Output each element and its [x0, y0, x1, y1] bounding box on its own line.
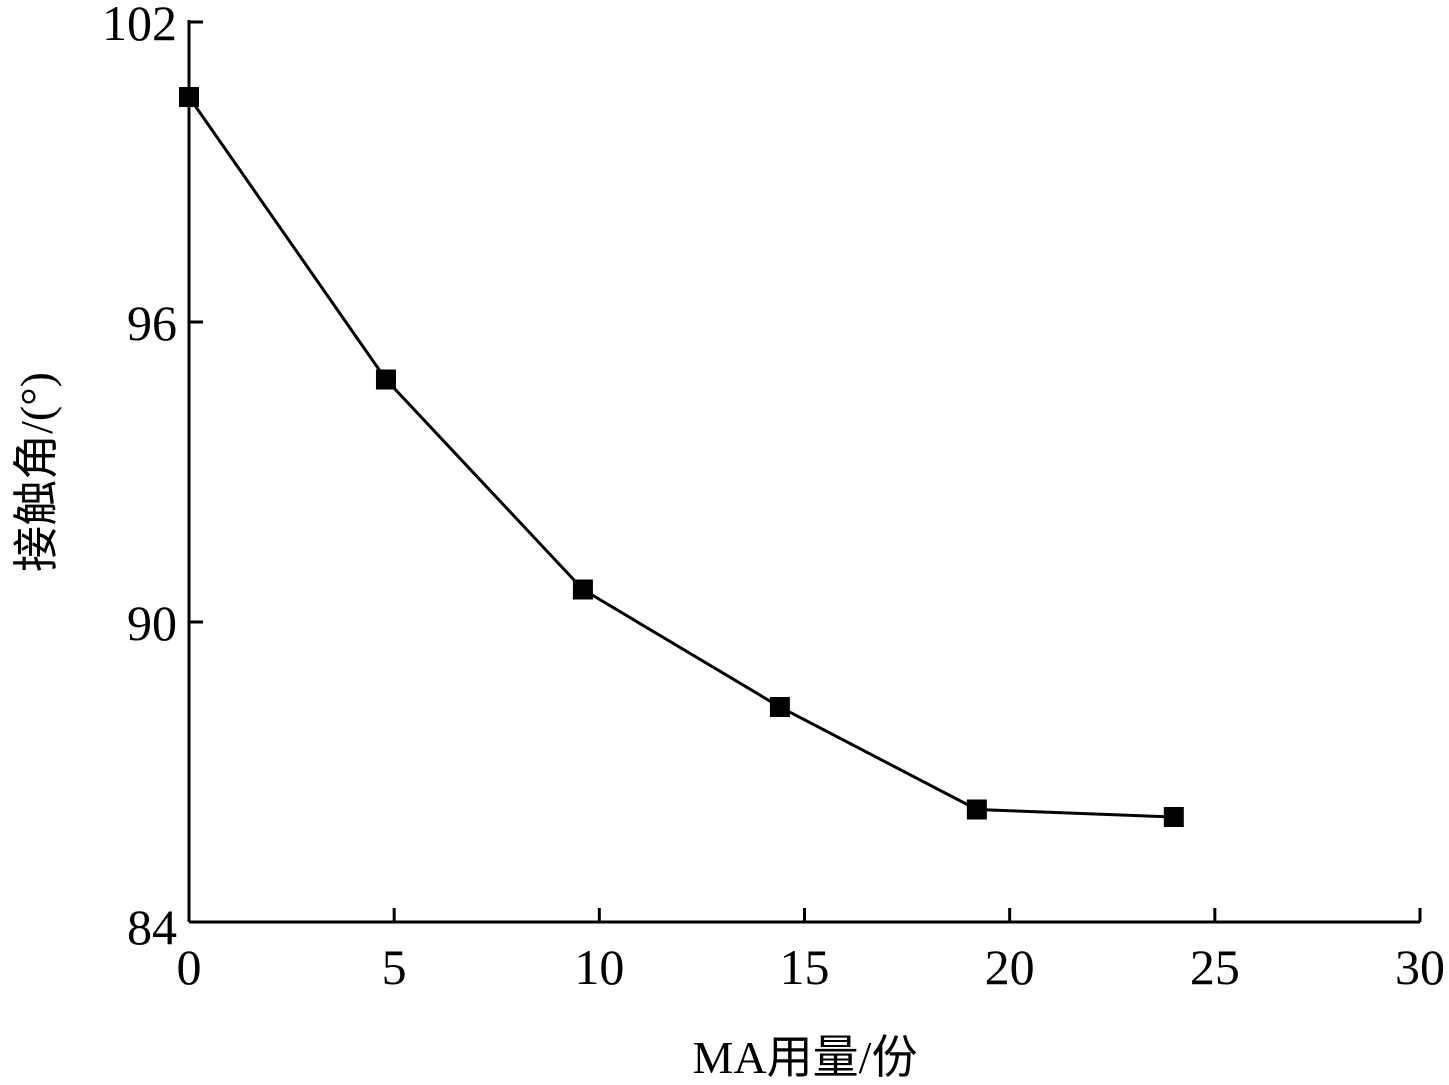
data-point	[375, 369, 396, 390]
y-tick-label: 96	[127, 295, 177, 351]
series-layer	[179, 87, 1184, 827]
y-tick-label: 102	[102, 0, 177, 51]
data-point	[1163, 807, 1184, 827]
x-tick-label: 30	[1395, 939, 1445, 995]
x-tick-label: 25	[1190, 939, 1240, 995]
x-tick-label: 0	[177, 939, 202, 995]
data-point	[572, 579, 593, 600]
y-tick-label: 90	[127, 595, 177, 651]
x-tick-label: 15	[780, 939, 830, 995]
y-axis-title: 接触角/(°)	[11, 372, 62, 572]
x-tick-label: 20	[985, 939, 1035, 995]
x-tick-label: 5	[382, 939, 407, 995]
axes	[187, 20, 1420, 924]
series-line	[187, 96, 1174, 819]
axis-labels: MA用量/份 接触角/(°)	[11, 372, 918, 1083]
data-point	[769, 697, 790, 717]
y-tick-label: 84	[127, 899, 177, 955]
data-point	[966, 799, 987, 820]
data-point	[179, 87, 199, 107]
ticks: 0 5 10 15 20 25 30 84 90 96 102	[102, 0, 1445, 995]
x-tick-label: 10	[574, 939, 624, 995]
x-axis-title: MA用量/份	[693, 1032, 918, 1080]
